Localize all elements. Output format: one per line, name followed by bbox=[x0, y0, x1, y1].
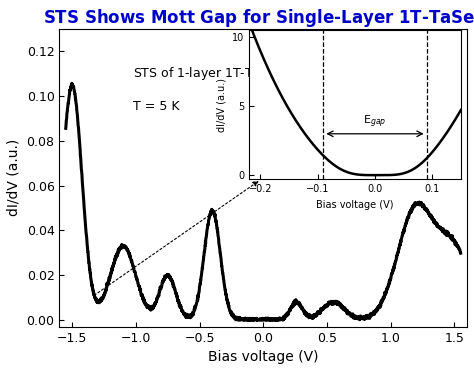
Y-axis label: dI/dV (a.u.): dI/dV (a.u.) bbox=[7, 139, 21, 216]
Text: STS of 1-layer 1T-TaSe$_2$: STS of 1-layer 1T-TaSe$_2$ bbox=[133, 65, 282, 82]
X-axis label: Bias voltage (V): Bias voltage (V) bbox=[208, 350, 319, 364]
Title: STS Shows Mott Gap for Single-Layer 1T-TaSe$_2$: STS Shows Mott Gap for Single-Layer 1T-T… bbox=[44, 7, 474, 29]
Text: T = 5 K: T = 5 K bbox=[133, 101, 179, 114]
